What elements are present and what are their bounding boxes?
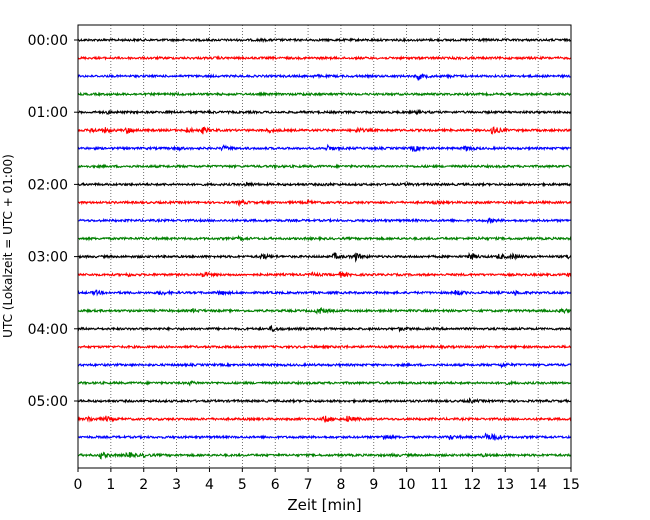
trace-0015 (77, 55, 572, 61)
x-tick-label-2: 2 (139, 477, 148, 493)
trace-0545 (77, 451, 572, 460)
trace-0030 (77, 73, 572, 81)
y-tick-label-01:00: 01:00 (28, 105, 68, 121)
x-axis-title: Zeit [min] (287, 496, 361, 514)
x-tick-label-11: 11 (431, 477, 449, 493)
x-tick-label-8: 8 (336, 477, 345, 493)
trace-0230 (77, 217, 572, 225)
x-tick-label-15: 15 (562, 477, 580, 493)
y-tick-label-03:00: 03:00 (28, 250, 68, 266)
x-tick-label-14: 14 (529, 477, 547, 493)
x-tick-label-0: 0 (74, 477, 83, 493)
trace-0345 (77, 307, 572, 315)
trace-0300 (77, 251, 572, 263)
trace-0215 (77, 198, 572, 208)
trace-0045 (77, 91, 572, 98)
trace-0445 (77, 379, 572, 387)
trace-0400 (77, 324, 572, 333)
trace-0100 (77, 108, 572, 116)
x-tick-label-13: 13 (496, 477, 514, 493)
trace-0315 (77, 270, 572, 278)
trace-0330 (77, 289, 572, 297)
trace-0115 (77, 126, 572, 135)
x-tick-label-1: 1 (106, 477, 115, 493)
trace-0500 (77, 397, 572, 405)
y-axis-ticks: 00:00 01:00 02:00 03:00 04:00 05:00 (28, 33, 78, 410)
trace-0415 (77, 343, 572, 350)
trace-0430 (77, 361, 572, 369)
x-tick-label-5: 5 (238, 477, 247, 493)
trace-0515 (77, 415, 572, 423)
x-tick-label-10: 10 (398, 477, 416, 493)
trace-0530 (77, 432, 572, 441)
y-tick-label-05:00: 05:00 (28, 394, 68, 410)
trace-0200 (77, 181, 572, 188)
trace-0145 (77, 163, 572, 170)
trace-0245 (77, 234, 572, 242)
trace-0130 (77, 143, 572, 153)
y-tick-label-00:00: 00:00 (28, 33, 68, 49)
x-tick-label-3: 3 (172, 477, 181, 493)
y-tick-label-02:00: 02:00 (28, 177, 68, 193)
x-tick-label-6: 6 (271, 477, 280, 493)
trace-0000 (77, 36, 572, 44)
x-axis-ticks: 0 1 2 3 4 5 6 7 8 9 10 11 12 13 14 15 (74, 468, 580, 493)
vertical-grid (110, 25, 539, 468)
y-tick-label-04:00: 04:00 (28, 322, 68, 338)
x-tick-label-9: 9 (369, 477, 378, 493)
x-tick-label-12: 12 (463, 477, 481, 493)
x-tick-label-7: 7 (304, 477, 313, 493)
seismogram-traces (77, 36, 572, 460)
x-tick-label-4: 4 (205, 477, 214, 493)
y-axis-title: UTC (Lokalzeit = UTC + 01:00) (1, 154, 15, 338)
plot-frame (77, 24, 572, 469)
